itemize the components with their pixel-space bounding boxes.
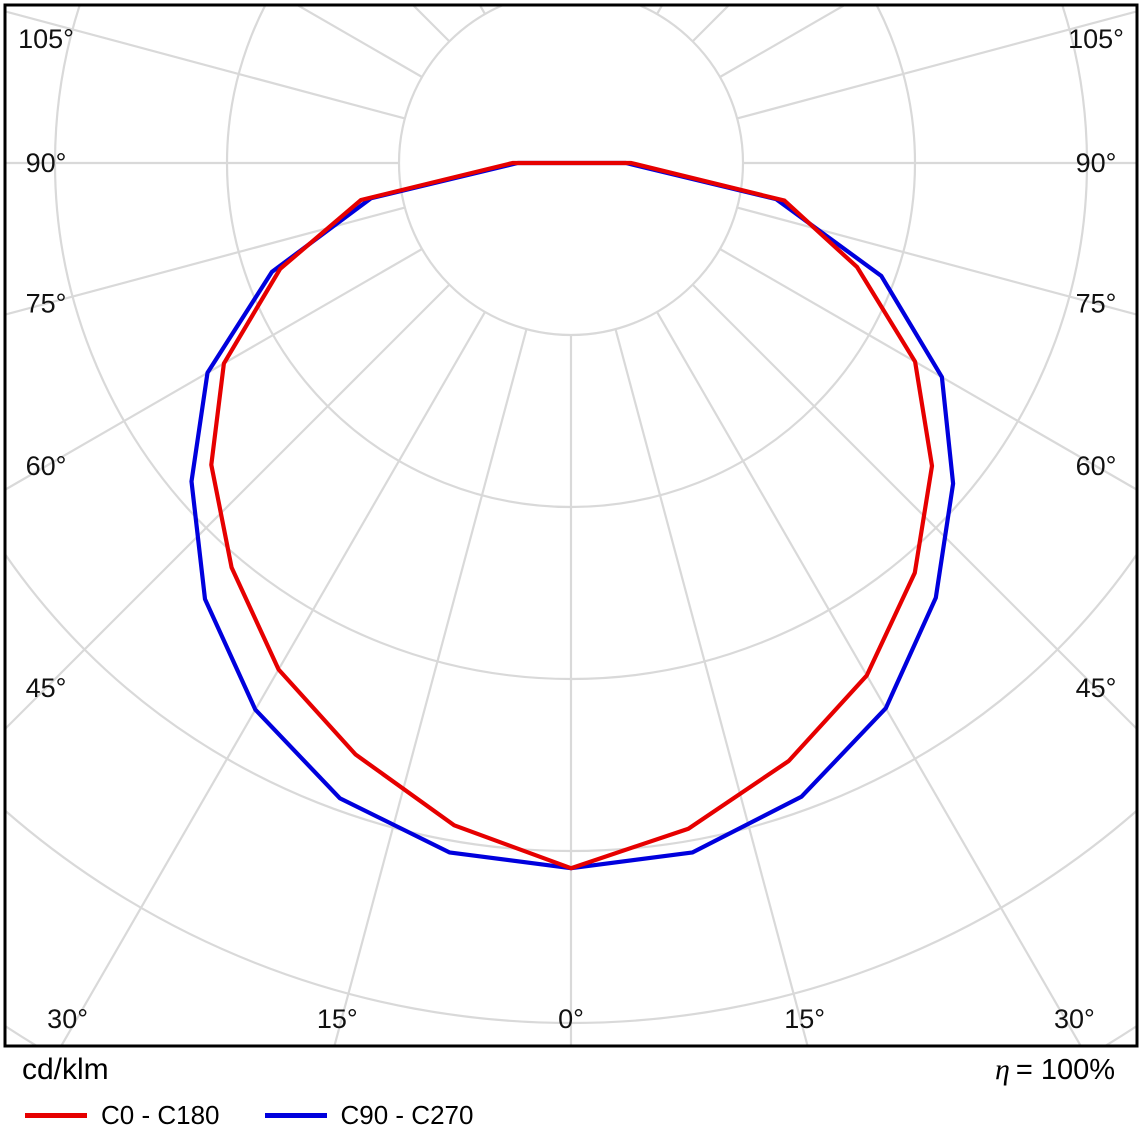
angle-label: 105° bbox=[18, 24, 74, 54]
angle-label: 45° bbox=[26, 673, 67, 703]
grid-radial-line bbox=[656, 311, 1082, 1045]
angle-label: 75° bbox=[1076, 289, 1117, 319]
grid-radial-line bbox=[719, 248, 1136, 491]
angle-label: 15° bbox=[317, 1004, 358, 1034]
grid-radial-line bbox=[333, 328, 528, 1045]
grid-radial-line bbox=[614, 328, 809, 1045]
angle-label: 75° bbox=[26, 289, 67, 319]
eta-value: = 100% bbox=[1015, 1054, 1115, 1086]
angle-label: 60° bbox=[26, 451, 67, 481]
grid-ring bbox=[397, 6, 745, 337]
legend: C0 - C180 C90 - C270 bbox=[25, 1100, 518, 1131]
grid-radial-line bbox=[60, 311, 486, 1045]
angle-label: 30° bbox=[47, 1004, 88, 1034]
grid-radial-line bbox=[656, 6, 663, 15]
legend-swatch-c0-c180 bbox=[25, 1113, 87, 1118]
radial-unit-label: cd/klm bbox=[22, 1053, 109, 1086]
efficiency-label: η = 100% bbox=[995, 1053, 1115, 1087]
angle-label: 0° bbox=[558, 1004, 584, 1034]
legend-label-c90-c270: C90 - C270 bbox=[340, 1100, 474, 1130]
grid-radial-line bbox=[6, 248, 423, 491]
grid-radial-line bbox=[6, 10, 406, 120]
grid-radial-line bbox=[6, 283, 451, 730]
grid-radial-line bbox=[6, 206, 406, 316]
angle-label: 90° bbox=[26, 148, 67, 178]
angle-label: 30° bbox=[1054, 1004, 1095, 1034]
curve-c90-c270 bbox=[189, 160, 956, 871]
grid-radial-line bbox=[736, 10, 1136, 120]
grid-radial-line bbox=[479, 6, 486, 15]
plot-border bbox=[3, 3, 1139, 1048]
eta-symbol: η bbox=[994, 1053, 1010, 1086]
angle-label: 60° bbox=[1076, 451, 1117, 481]
legend-label-c0-c180: C0 - C180 bbox=[101, 1100, 220, 1130]
legend-swatch-c90-c270 bbox=[264, 1113, 327, 1118]
grid-radial-line bbox=[736, 206, 1136, 316]
angle-label: 105° bbox=[1068, 24, 1124, 54]
angle-label: 45° bbox=[1076, 673, 1117, 703]
grid-radial-line bbox=[691, 283, 1136, 730]
angle-labels: 0° 15° 15° 30° 30° 45° 45° 60° 60° 75° 75° 90° 90° 10… bbox=[18, 24, 1124, 1034]
angle-label: 15° bbox=[784, 1004, 825, 1034]
angle-label: 90° bbox=[1076, 148, 1117, 178]
curve-c0-c180 bbox=[209, 160, 935, 871]
intensity-curves bbox=[189, 160, 956, 871]
